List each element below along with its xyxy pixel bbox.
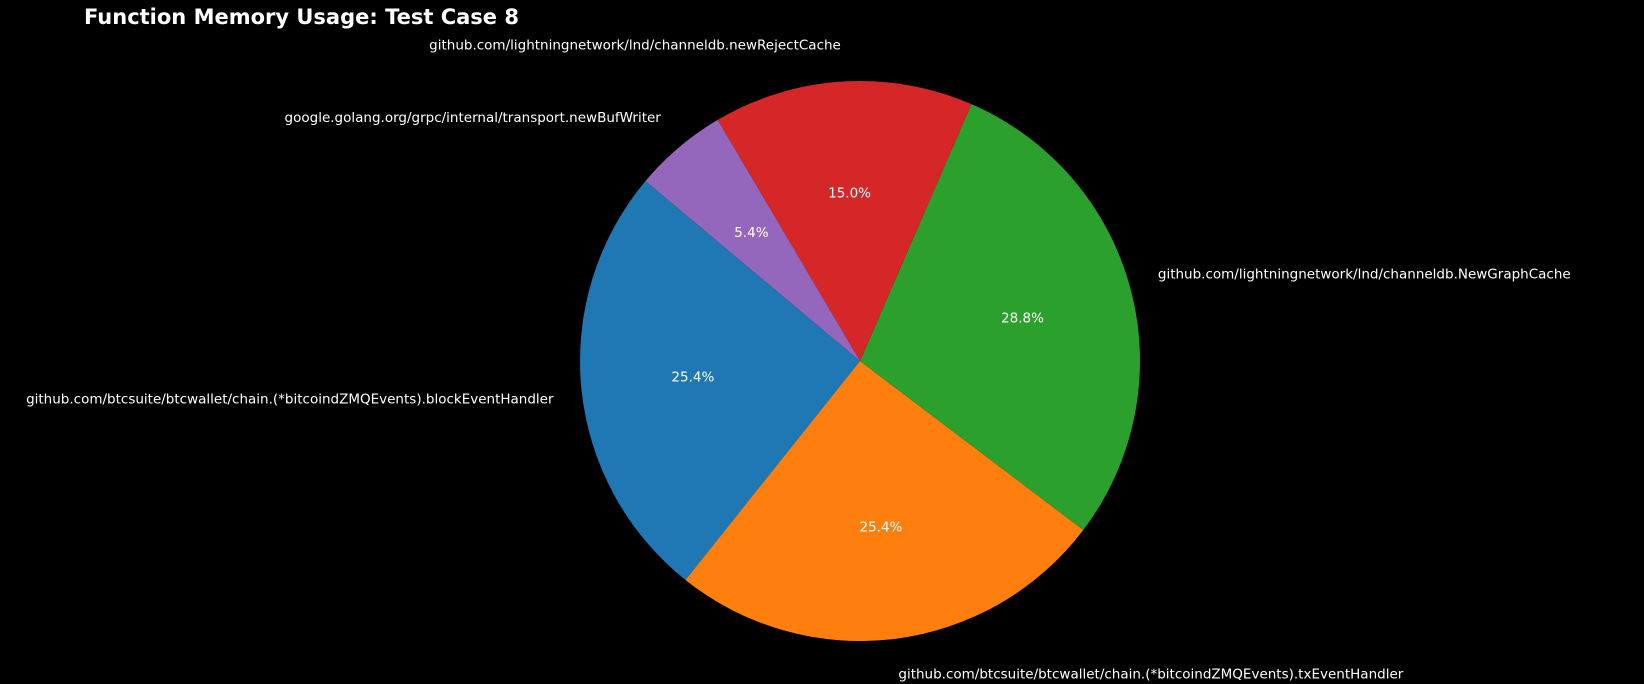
pie-slice-newrejectcache — [717, 81, 972, 361]
slice-percentage-label: 25.4% — [859, 520, 902, 536]
slice-percentage-label: 25.4% — [671, 370, 714, 386]
slice-name-label: github.com/btcsuite/btcwallet/chain.(*bi… — [26, 392, 554, 408]
chart-title: Function Memory Usage: Test Case 8 — [84, 5, 519, 29]
pie-slices — [579, 81, 1140, 641]
slice-percentage-label: 28.8% — [1001, 310, 1044, 326]
pie-slice-blockeventhandler — [579, 181, 860, 580]
slice-name-label: github.com/lightningnetwork/lnd/channeld… — [429, 38, 841, 54]
slice-name-label: github.com/btcsuite/btcwallet/chain.(*bi… — [898, 667, 1403, 683]
pie-slice-txeventhandler — [685, 361, 1084, 641]
pie-slice-newbufwriter — [645, 119, 860, 361]
percentage-labels: 25.4% 25.4% 28.8% 15.0% 5.4% — [671, 185, 1044, 535]
slice-name-label: github.com/lightningnetwork/lnd/channeld… — [1158, 267, 1571, 283]
pie-slice-newgraphcache — [860, 104, 1140, 530]
slice-percentage-label: 15.0% — [828, 185, 871, 201]
slice-percentage-label: 5.4% — [734, 225, 768, 241]
slice-name-label: google.golang.org/grpc/internal/transpor… — [285, 110, 662, 126]
slice-name-labels: github.com/btcsuite/btcwallet/chain.(*bi… — [26, 38, 1571, 683]
